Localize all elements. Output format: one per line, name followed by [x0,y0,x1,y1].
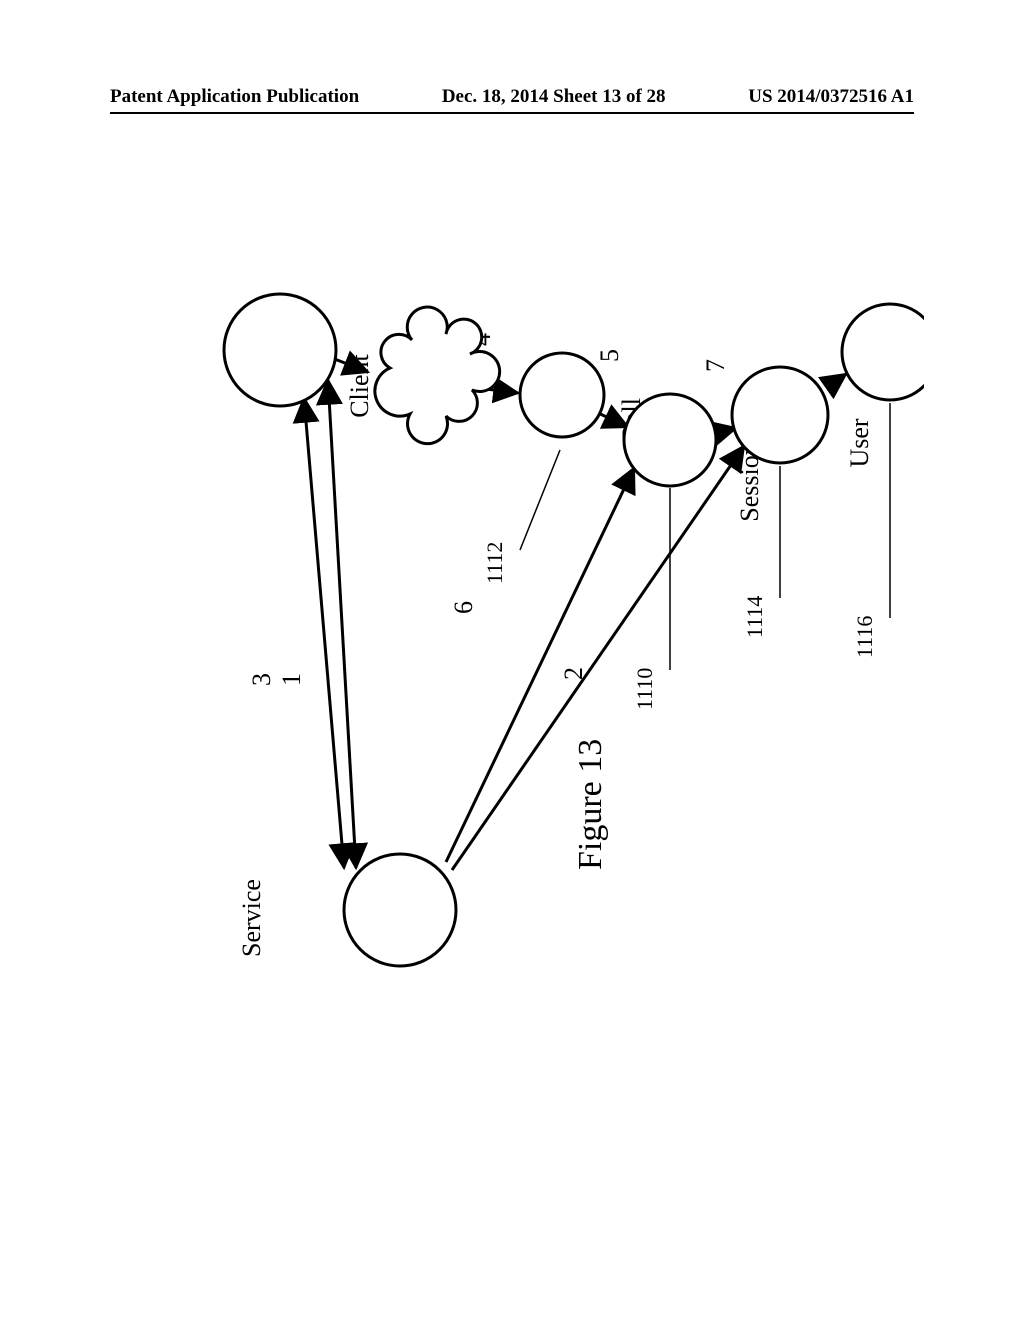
node-label-client: Client [345,353,374,417]
header-right: US 2014/0372516 A1 [748,86,914,108]
ref-number: 1116 [852,616,877,658]
diagram-node-user [732,367,828,463]
diagram-node-session [624,394,716,486]
ref-number: 1110 [632,668,657,710]
diagram-node-queue [842,304,924,400]
diagram-node-poll [520,353,604,437]
figure-caption: Figure 13 [572,739,610,870]
header-center: Dec. 18, 2014 Sheet 13 of 28 [442,86,666,108]
edge-label: 2 [559,667,588,680]
edge-label: 6 [449,601,478,614]
diagram-edge [304,398,344,868]
node-label-user: User [845,418,874,467]
cloud-icon [375,307,500,444]
edge-label: 5 [595,349,624,362]
ref-number: 1114 [742,596,767,638]
node-label-service: Service [237,879,266,957]
header-rule [110,112,914,114]
edge-label: 3 [247,673,276,686]
network-diagram: 13264571112111011141116ServiceClientPoll… [100,150,924,1150]
edge-label: 1 [277,673,306,686]
diagram-node-client [224,294,336,406]
diagram-node-service [344,854,456,966]
header-left: Patent Application Publication [110,86,359,108]
ref-number: 1112 [482,542,507,584]
diagram-edge [826,374,846,388]
patent-header: Patent Application Publication Dec. 18, … [0,86,1024,108]
edge-label: 7 [701,359,730,372]
diagram-edge [328,380,356,868]
